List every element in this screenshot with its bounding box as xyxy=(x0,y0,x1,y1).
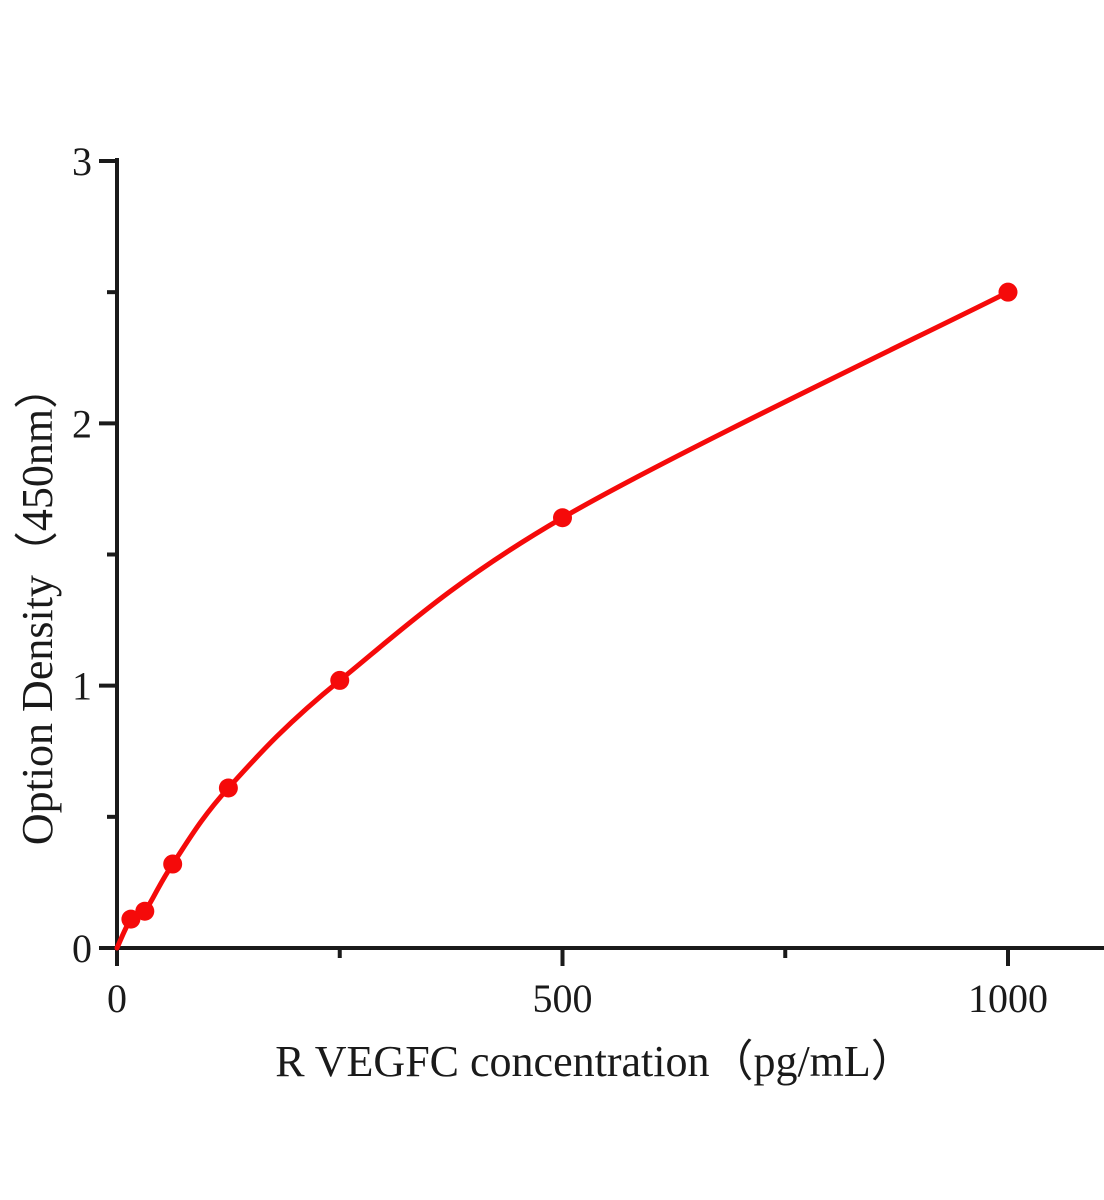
data-point xyxy=(163,854,183,874)
y-tick-label: 2 xyxy=(72,401,92,446)
data-point xyxy=(121,909,141,929)
y-tick-label: 0 xyxy=(72,926,92,971)
standard-curve-line xyxy=(114,289,1011,951)
data-point xyxy=(553,508,572,528)
y-tick-label: 1 xyxy=(72,664,92,709)
y-tick-label: 3 xyxy=(72,139,92,184)
y-axis-title: Option Density（450nm） xyxy=(13,364,62,846)
data-point xyxy=(135,901,155,921)
data-point xyxy=(218,778,238,798)
x-axis-title: R VEGFC concentration（pg/mL） xyxy=(275,1037,915,1086)
x-tick-label: 1000 xyxy=(968,976,1048,1021)
data-point xyxy=(998,282,1018,302)
x-tick-label: 0 xyxy=(107,976,127,1021)
data-point xyxy=(330,670,350,690)
x-tick-label: 500 xyxy=(533,976,593,1021)
